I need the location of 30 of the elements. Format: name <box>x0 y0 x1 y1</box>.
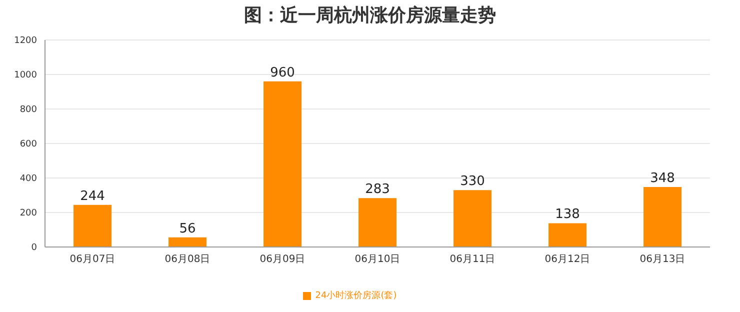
chart-title: 图：近一周杭州涨价房源量走势 <box>243 4 497 28</box>
bar <box>168 237 206 247</box>
x-tick-label: 06月07日 <box>70 254 116 266</box>
bar <box>548 223 586 247</box>
data-label: 960 <box>270 65 295 80</box>
y-tick-label: 0 <box>31 243 38 254</box>
y-tick-label: 200 <box>20 208 38 219</box>
data-label: 244 <box>80 188 105 204</box>
y-tick-label: 600 <box>20 140 38 150</box>
x-tick-label: 06月09日 <box>260 254 306 266</box>
x-tick-label: 06月10日 <box>354 254 400 266</box>
y-tick-label: 400 <box>20 174 38 184</box>
bar <box>264 81 302 247</box>
x-tick-label: 06月12日 <box>544 254 590 266</box>
x-tick-label: 06月11日 <box>450 254 496 266</box>
data-label: 56 <box>179 221 196 236</box>
y-tick-label: 1000 <box>14 70 38 81</box>
bar <box>358 198 396 247</box>
data-label: 330 <box>460 174 485 190</box>
data-label: 283 <box>365 182 390 198</box>
legend-label: 24小时涨价房源(套) <box>315 291 397 301</box>
data-label: 348 <box>650 170 675 186</box>
bar <box>454 190 492 247</box>
bar <box>644 186 682 247</box>
y-tick-label: 1200 <box>14 36 38 46</box>
data-label: 138 <box>555 207 580 222</box>
x-tick-label: 06月08日 <box>164 254 210 266</box>
x-tick-label: 06月13日 <box>640 254 686 266</box>
bar <box>74 204 112 247</box>
y-tick-label: 800 <box>20 105 38 116</box>
